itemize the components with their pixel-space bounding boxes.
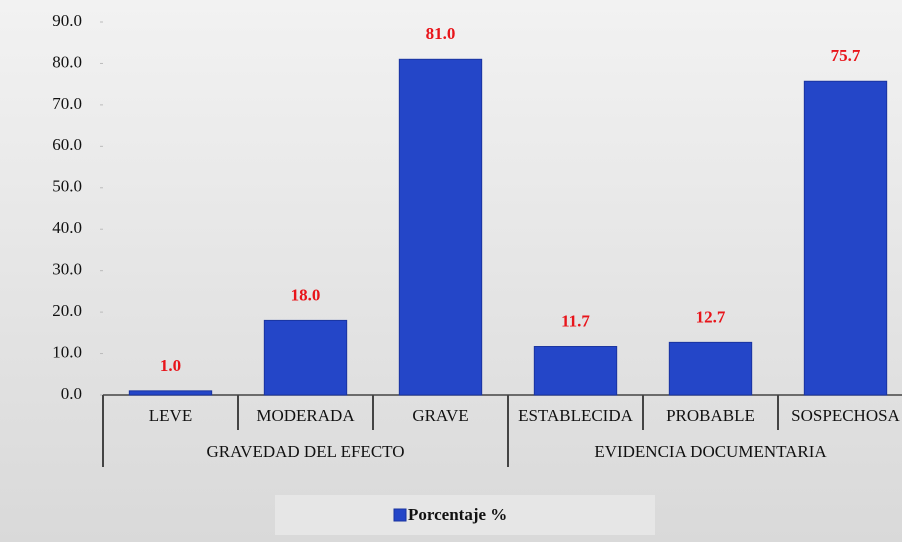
x-tick-label: ESTABLECIDA: [518, 406, 634, 425]
y-tick-label: 20.0: [52, 301, 82, 320]
group-label: GRAVEDAD DEL EFECTO: [206, 442, 404, 461]
y-tick-label: 30.0: [52, 260, 82, 279]
y-tick-label: 60.0: [52, 135, 82, 154]
bar: [668, 341, 753, 396]
x-tick-label: SOSPECHOSA: [791, 406, 900, 425]
y-tick-label: 90.0: [52, 11, 82, 30]
bar: [398, 58, 483, 396]
data-label: 81.0: [426, 24, 456, 43]
bar: [263, 319, 348, 396]
legend-box: [275, 495, 655, 535]
y-tick-label: 10.0: [52, 342, 82, 361]
y-tick-label: 50.0: [52, 177, 82, 196]
bar: [533, 346, 618, 396]
data-label: 18.0: [291, 285, 321, 304]
x-tick-label: GRAVE: [412, 406, 468, 425]
x-tick-label: PROBABLE: [666, 406, 755, 425]
data-label: 11.7: [561, 311, 590, 330]
data-label: 75.7: [831, 46, 861, 65]
group-label: EVIDENCIA DOCUMENTARIA: [594, 442, 827, 461]
x-tick-label: LEVE: [149, 406, 192, 425]
legend-swatch: [393, 508, 407, 522]
bar: [803, 80, 888, 396]
legend-label: Porcentaje %: [408, 505, 507, 524]
data-label: 12.7: [696, 307, 726, 326]
y-tick-label: 70.0: [52, 94, 82, 113]
data-label: 1.0: [160, 356, 181, 375]
x-tick-label: MODERADA: [256, 406, 355, 425]
y-tick-label: 80.0: [52, 52, 82, 71]
bar: [128, 390, 213, 396]
y-tick-label: 0.0: [61, 384, 82, 403]
y-tick-label: 40.0: [52, 218, 82, 237]
